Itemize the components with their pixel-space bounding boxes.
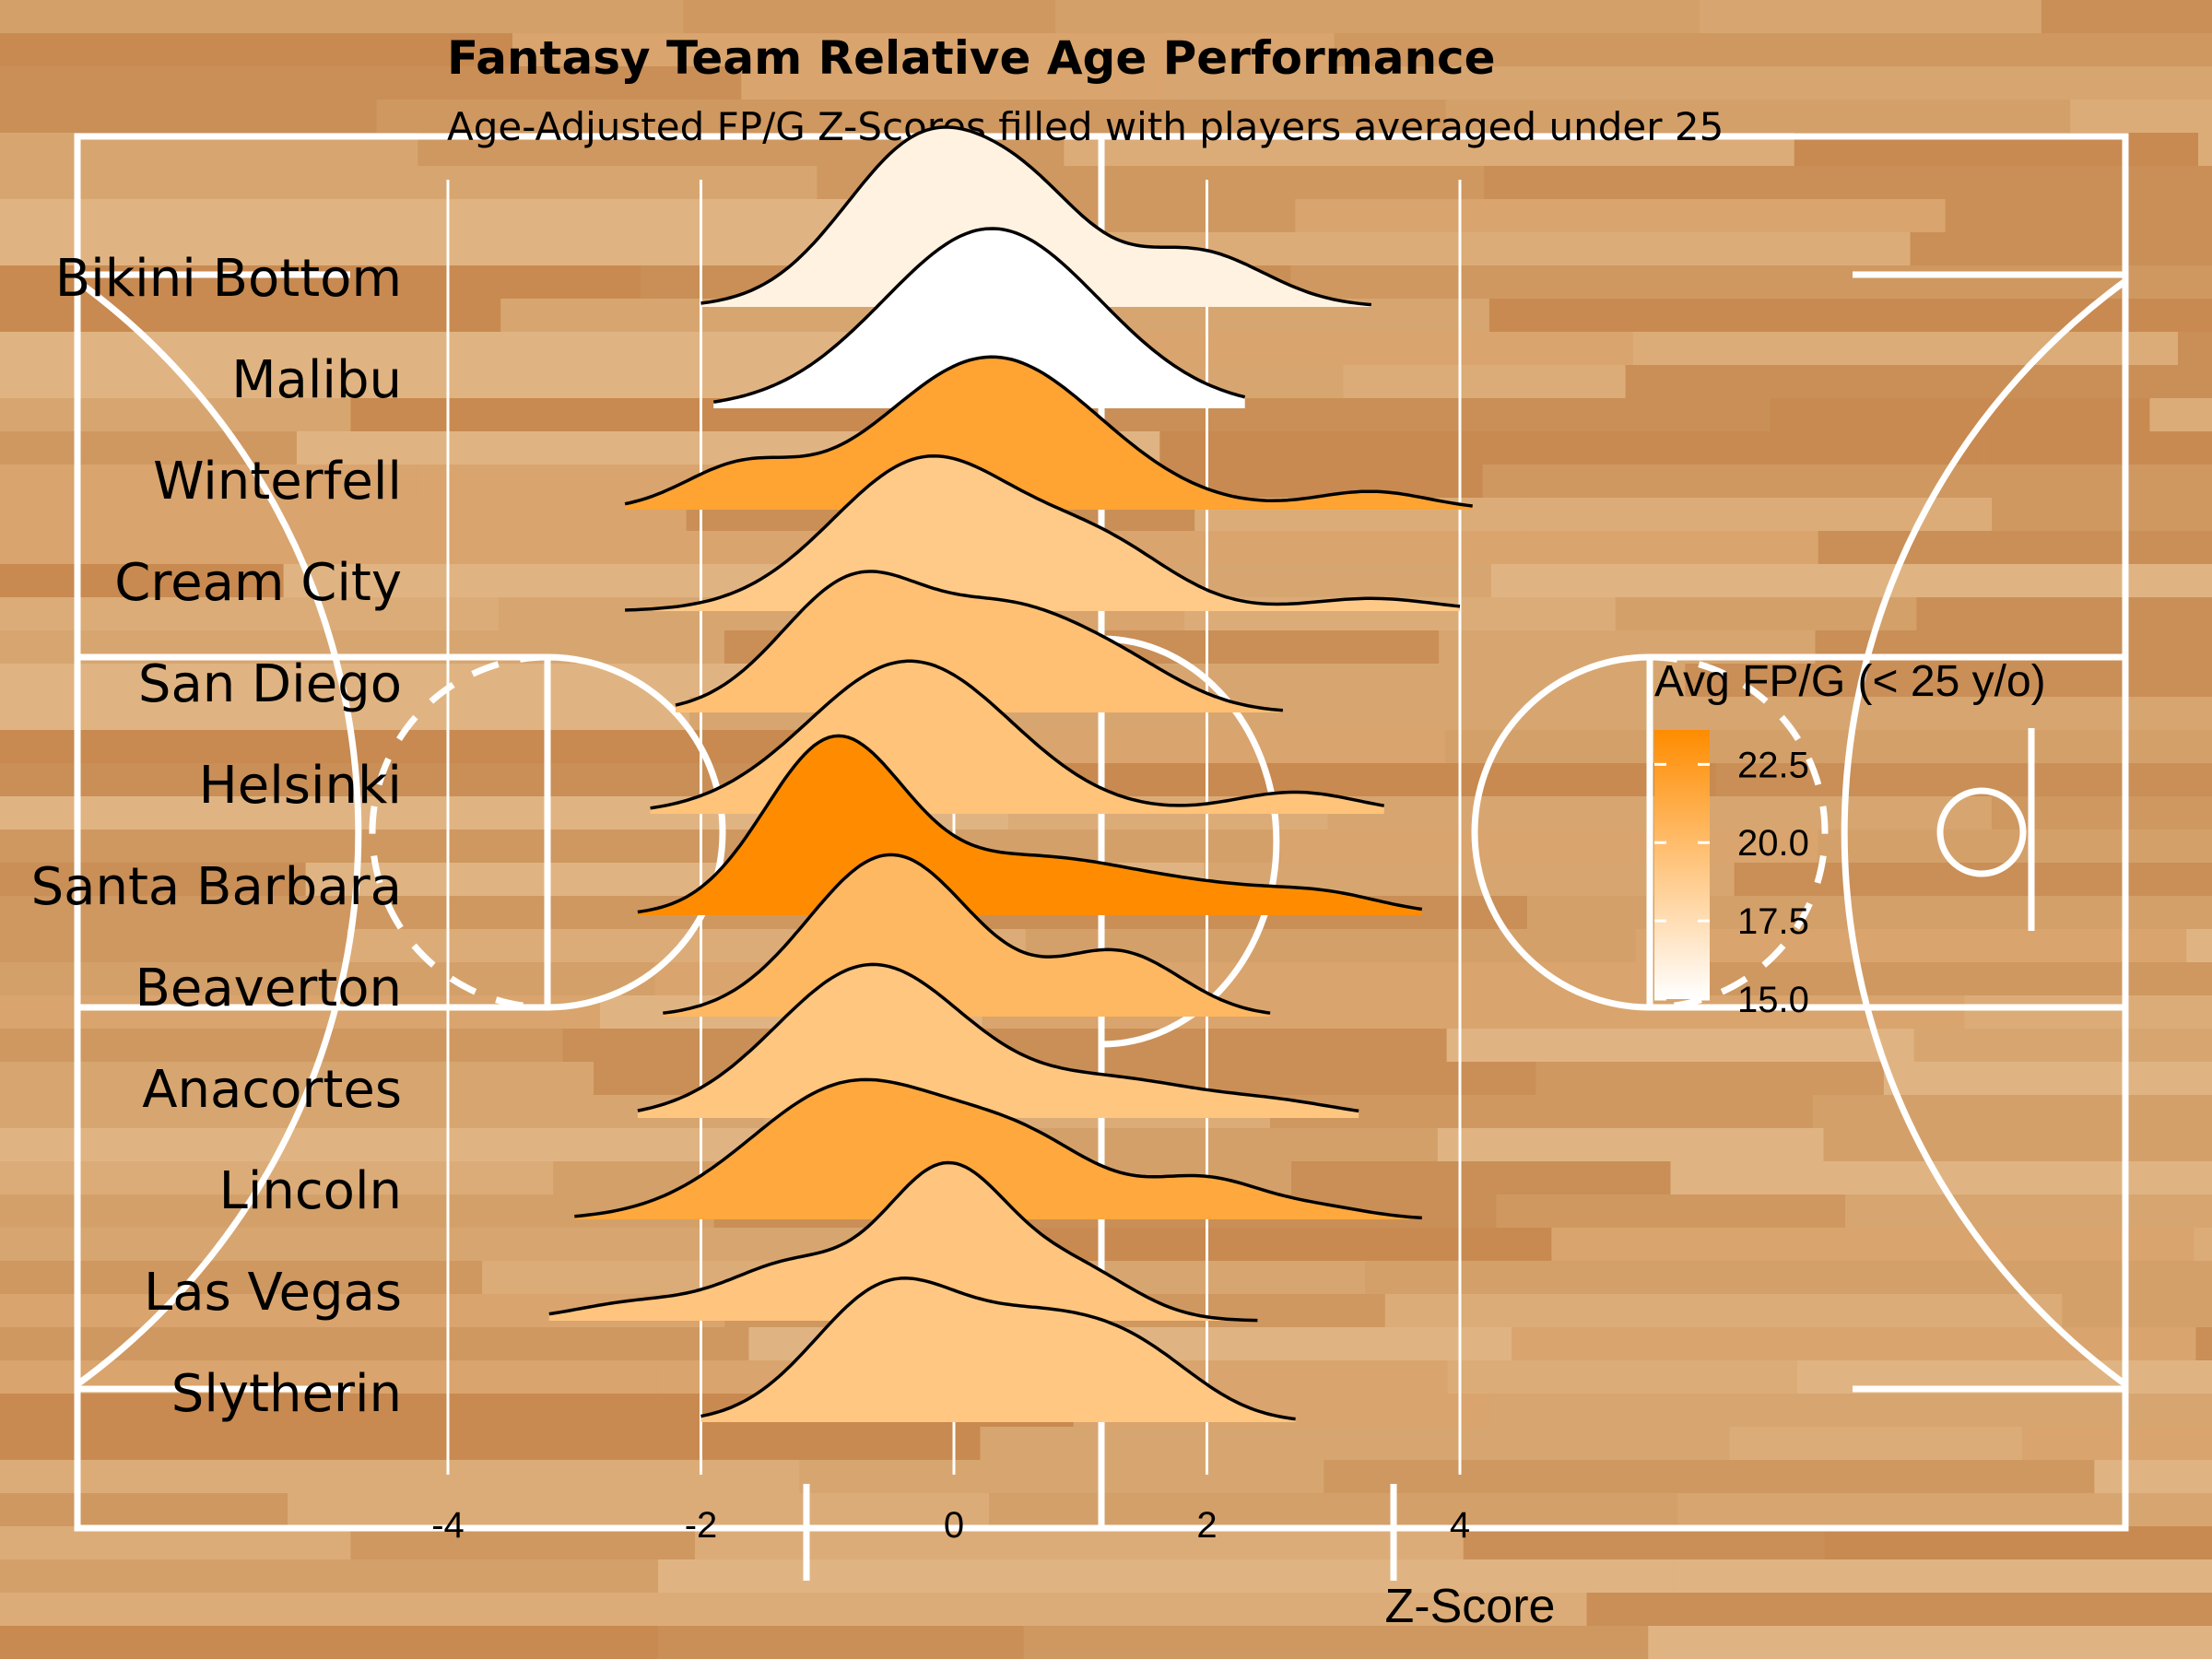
team-label-las-vegas: Las Vegas xyxy=(144,1263,402,1323)
team-label-slytherin: Slytherin xyxy=(171,1364,402,1424)
ridge-fill-winterfell xyxy=(625,357,1473,510)
legend-ticks: 22.5 20.0 17.5 15.0 xyxy=(1654,745,1809,1020)
legend-tick-label: 20.0 xyxy=(1737,823,1809,864)
ridge-series xyxy=(548,125,1473,1422)
team-label-santa-barbara: Santa Barbara xyxy=(31,857,402,917)
ridge-fill-slytherin xyxy=(700,1277,1296,1422)
team-labels: Bikini Bottom Malibu Winterfell Cream City S… xyxy=(31,249,402,1424)
ridge-line-lincoln xyxy=(574,1077,1422,1220)
chart-title: Fantasy Team Relative Age Performance xyxy=(447,31,1496,85)
ridge-line-beaverton xyxy=(663,853,1271,1015)
ridge-fill-lincoln xyxy=(574,1079,1422,1219)
x-tick-label: 4 xyxy=(1450,1505,1470,1546)
team-label-beaverton: Beaverton xyxy=(135,959,402,1018)
ridge-fill-bikini-bottom xyxy=(700,127,1371,307)
team-label-bikini-bottom: Bikini Bottom xyxy=(55,249,402,309)
legend-tick-label: 17.5 xyxy=(1737,901,1809,942)
x-tick-label: 0 xyxy=(944,1505,964,1546)
x-axis-title: Z-Score xyxy=(1385,1580,1556,1633)
x-axis-ticks: -4 -2 0 2 4 xyxy=(431,1505,1470,1546)
legend-tick-label: 22.5 xyxy=(1737,745,1809,785)
ridge-fill-cream-city xyxy=(625,455,1460,611)
ridge-line-bikini-bottom xyxy=(700,125,1372,307)
team-label-helsinki: Helsinki xyxy=(199,756,402,816)
x-gridlines xyxy=(446,180,1462,1475)
ridge-fill-beaverton xyxy=(663,854,1271,1017)
team-label-cream-city: Cream City xyxy=(114,553,402,613)
team-label-malibu: Malibu xyxy=(231,350,402,410)
team-label-winterfell: Winterfell xyxy=(153,452,402,512)
ridge-fill-santa-barbara xyxy=(637,735,1422,915)
ridge-line-slytherin xyxy=(700,1277,1296,1421)
legend-title: Avg FP/G (< 25 y/o) xyxy=(1654,657,2046,706)
ridge-line-las-vegas xyxy=(548,1160,1258,1323)
legend-colorbar xyxy=(1654,730,1710,999)
ridge-line-cream-city xyxy=(625,453,1461,612)
chart-subtitle: Age-Adjusted FP/G Z-Scores filled with p… xyxy=(447,104,1724,149)
team-label-san-diego: San Diego xyxy=(138,654,402,714)
ridge-line-anacortes xyxy=(637,962,1359,1113)
ridge-line-helsinki xyxy=(650,659,1385,810)
x-tick-label: -2 xyxy=(685,1505,718,1546)
ridge-line-malibu xyxy=(712,227,1246,404)
legend-tick-label: 15.0 xyxy=(1737,980,1809,1020)
team-label-anacortes: Anacortes xyxy=(142,1060,402,1120)
ridge-fill-malibu xyxy=(713,229,1245,408)
ridge-fill-san-diego xyxy=(676,571,1283,712)
color-legend: Avg FP/G (< 25 y/o) 22.5 20.0 17.5 15.0 xyxy=(1654,657,2046,1020)
x-tick-label: -4 xyxy=(431,1505,465,1546)
x-tick-label: 2 xyxy=(1196,1505,1217,1546)
team-label-lincoln: Lincoln xyxy=(219,1161,402,1221)
ridge-line-winterfell xyxy=(624,355,1473,508)
ridge-line-santa-barbara xyxy=(637,734,1423,914)
ridge-line-san-diego xyxy=(675,570,1284,712)
